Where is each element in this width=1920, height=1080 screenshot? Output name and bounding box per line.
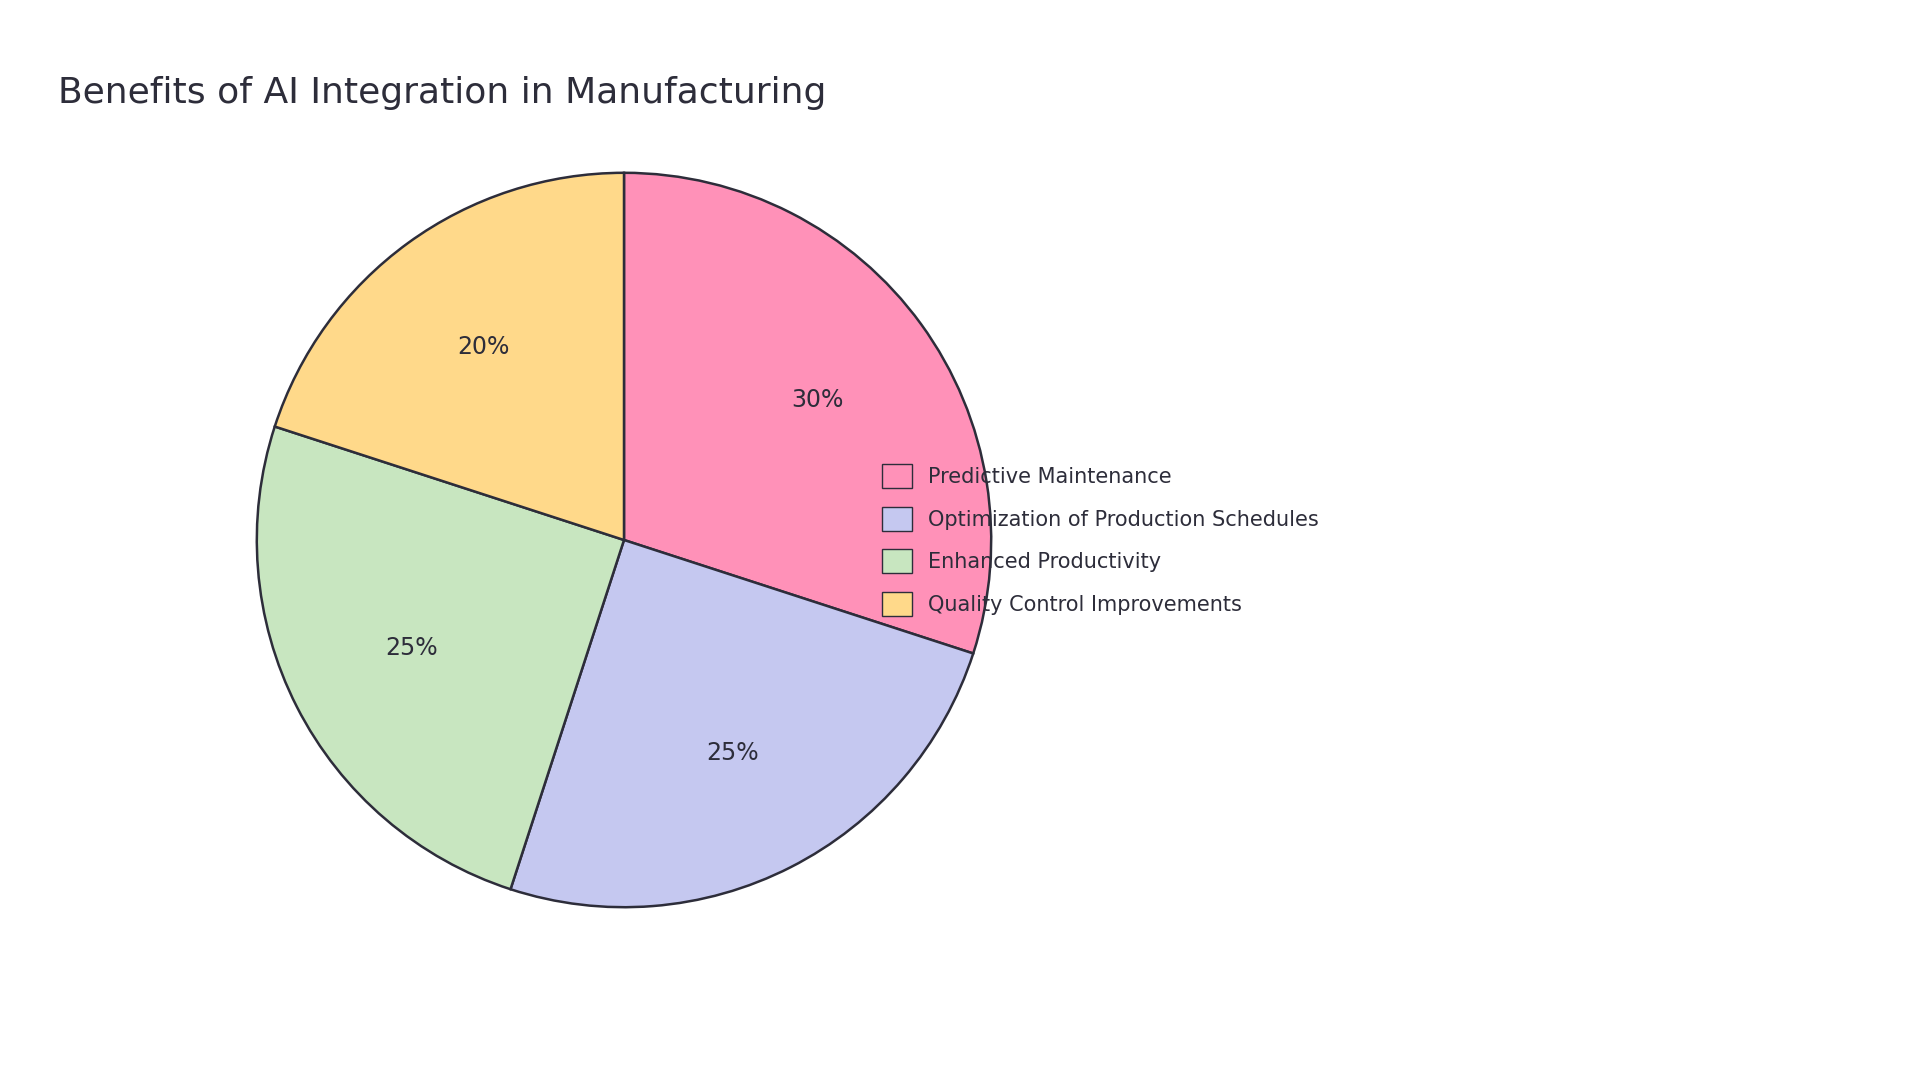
Wedge shape <box>275 173 624 540</box>
Text: 25%: 25% <box>386 636 438 660</box>
Wedge shape <box>624 173 991 653</box>
Text: Benefits of AI Integration in Manufacturing: Benefits of AI Integration in Manufactur… <box>58 76 826 109</box>
Text: 30%: 30% <box>791 388 843 411</box>
Wedge shape <box>511 540 973 907</box>
Text: 20%: 20% <box>457 335 511 359</box>
Legend: Predictive Maintenance, Optimization of Production Schedules, Enhanced Productiv: Predictive Maintenance, Optimization of … <box>872 454 1329 626</box>
Text: 25%: 25% <box>707 741 758 765</box>
Wedge shape <box>257 427 624 889</box>
